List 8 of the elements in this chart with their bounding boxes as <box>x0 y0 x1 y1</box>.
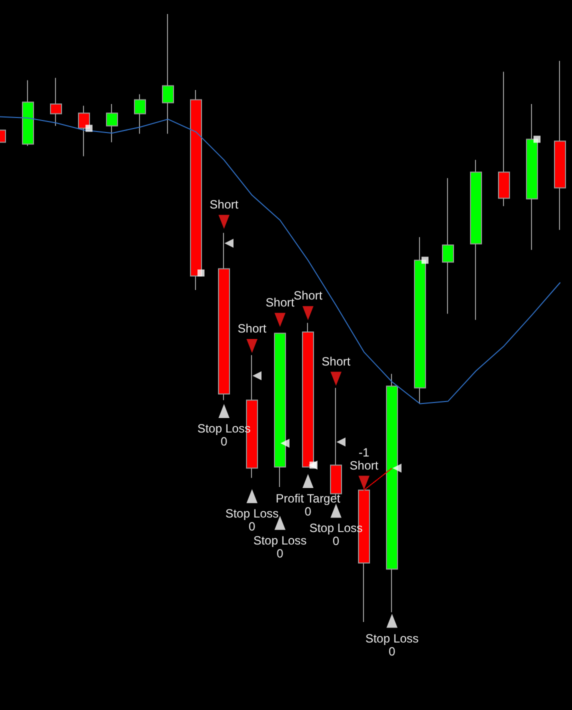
annotation: Short <box>210 197 240 212</box>
annotation: Stop Loss 0 <box>365 631 419 658</box>
annotation: -1 Short <box>350 445 380 472</box>
annotation: Short <box>322 354 352 368</box>
annotation: Short <box>294 288 324 303</box>
annotation: Short <box>238 321 268 336</box>
annotation: Stop Loss 0 <box>253 533 307 560</box>
annotation: Short <box>266 295 296 310</box>
